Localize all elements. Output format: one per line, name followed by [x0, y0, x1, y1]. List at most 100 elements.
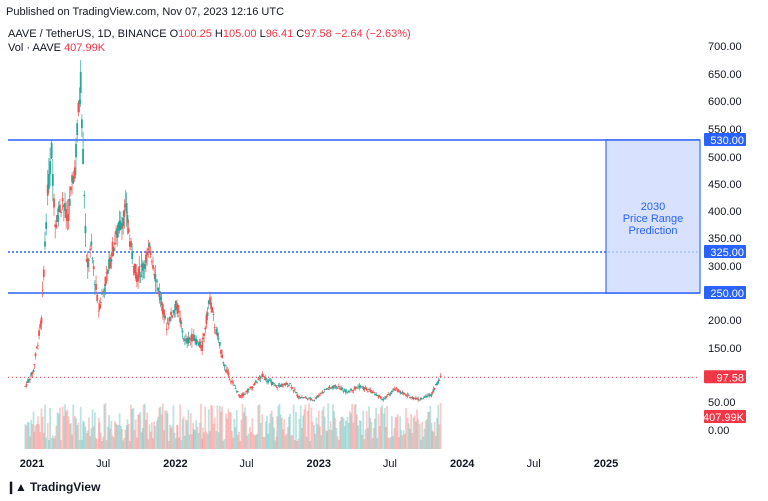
candle-body: [264, 377, 267, 380]
candle-body: [56, 215, 59, 223]
candle-body: [39, 324, 42, 328]
candle-body: [252, 384, 255, 386]
volume-bar: [273, 427, 275, 449]
volume-bar: [250, 431, 253, 449]
volume-bar: [121, 428, 123, 449]
open-value: 100.25: [178, 28, 212, 40]
candle-body: [211, 307, 214, 313]
volume-bar: [235, 410, 238, 449]
volume-bar: [247, 433, 250, 449]
volume-bar: [148, 424, 151, 449]
level-price-tag-bg: [704, 133, 746, 146]
candle-body: [278, 385, 281, 387]
candle-body: [35, 346, 38, 348]
candle-body: [357, 386, 359, 388]
volume-bar: [82, 420, 84, 449]
volume-bar: [268, 423, 271, 449]
volume-bar: [341, 416, 344, 449]
volume-bar: [141, 428, 144, 449]
volume-bar: [192, 423, 194, 449]
candle-body: [220, 349, 222, 354]
candle-body: [113, 242, 116, 245]
volume-bar: [267, 433, 270, 449]
volume-bar: [314, 433, 317, 449]
volume-bar: [376, 438, 379, 449]
volume-bar: [389, 437, 392, 449]
volume-bar: [434, 436, 437, 449]
volume-bar: [163, 430, 165, 449]
volume-bar: [176, 425, 179, 449]
volume-bar: [170, 427, 172, 449]
volume-bar: [229, 412, 232, 449]
candle-body: [429, 395, 432, 397]
volume-bar: [49, 407, 51, 449]
candle-body: [204, 327, 207, 330]
candle-body: [342, 391, 345, 392]
volume-label[interactable]: Vol · AAVE: [8, 42, 61, 54]
candle-body: [242, 393, 245, 396]
candle-body: [432, 389, 435, 392]
candle-body: [71, 175, 73, 183]
volume-legend: Vol · AAVE 407.99K: [8, 42, 105, 54]
volume-bar: [430, 423, 433, 449]
candle-body: [116, 228, 119, 238]
volume-bar: [413, 415, 416, 449]
volume-tag-bg: [704, 410, 746, 423]
candle-body: [166, 322, 169, 324]
candle-body: [171, 315, 174, 318]
volume-bar: [104, 403, 107, 449]
volume-bar: [381, 405, 383, 449]
volume-bar: [106, 426, 109, 449]
candle-body: [235, 390, 238, 392]
candle-body: [34, 353, 37, 357]
candle-body: [200, 344, 202, 349]
candles: [24, 60, 442, 402]
candle-body: [202, 337, 204, 340]
candle-body: [258, 377, 261, 379]
candle-body: [269, 380, 272, 381]
candle-body: [195, 338, 198, 345]
volume-bar: [354, 404, 357, 449]
volume-bar: [126, 419, 129, 449]
volume-bar: [251, 418, 254, 449]
volume-bar: [433, 421, 436, 449]
high-value: 105.00: [222, 28, 257, 40]
candle-body: [54, 224, 57, 227]
tradingview-brand[interactable]: ❙▲ TradingView: [6, 480, 100, 494]
volume-bar: [242, 412, 245, 449]
volume-bar: [160, 414, 163, 449]
volume-bar: [383, 407, 386, 449]
volume-bar: [159, 406, 162, 449]
candle-body: [49, 161, 51, 175]
volume-bar: [425, 419, 428, 449]
candle-body: [437, 380, 440, 384]
volume-bar: [205, 431, 208, 449]
volume-bar: [165, 410, 168, 449]
volume-bar: [117, 425, 120, 449]
volume-bar: [161, 403, 164, 449]
volume-bar: [245, 415, 248, 449]
candle-body: [410, 396, 413, 398]
candle-body: [301, 396, 303, 398]
volume-bar: [130, 404, 132, 449]
volume-bar: [51, 435, 54, 449]
candle-body: [247, 388, 250, 391]
candle-body: [205, 314, 208, 325]
candle-body: [108, 259, 110, 269]
candle-body: [288, 385, 290, 386]
volume-bar: [69, 423, 72, 449]
candle-body: [361, 386, 363, 388]
candle-body: [327, 388, 330, 390]
symbol-name[interactable]: AAVE / TetherUS, 1D, BINANCE: [8, 28, 167, 40]
candle-body: [377, 395, 380, 398]
prediction-range-box: [605, 139, 701, 294]
candle-body: [45, 222, 48, 229]
candle-body: [270, 381, 273, 385]
candle-body: [323, 389, 326, 390]
candle-body: [383, 398, 386, 399]
volume-bar: [139, 412, 142, 449]
candle-body: [425, 396, 428, 398]
volume-bar: [218, 405, 221, 449]
candle-body: [218, 342, 221, 346]
